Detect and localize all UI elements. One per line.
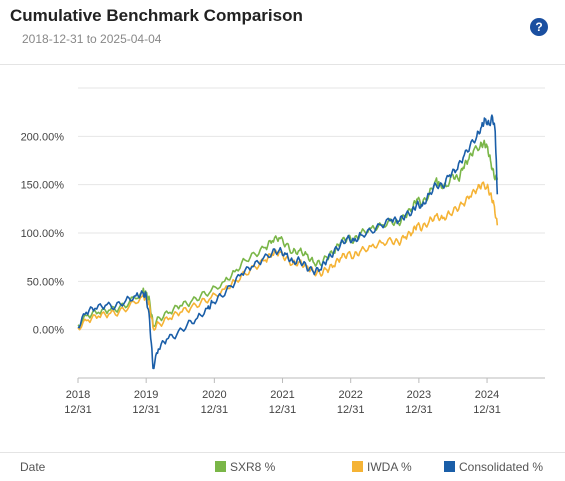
x-tick-date: 12/31 xyxy=(473,404,501,416)
legend-title: Date xyxy=(20,460,46,474)
x-tick-year: 2024 xyxy=(475,389,499,401)
legend-swatch xyxy=(352,461,363,472)
legend-item-sxr8[interactable]: SXR8 % xyxy=(215,460,275,474)
x-tick-year: 2020 xyxy=(202,389,226,401)
x-tick-date: 12/31 xyxy=(269,404,297,416)
help-icon[interactable]: ? xyxy=(530,18,548,36)
line-chart: 0.00% 50.00% 100.00% 150.00% 200.00% 2018 12/… xyxy=(21,87,545,416)
x-tick-year: 2021 xyxy=(270,389,294,401)
legend-label: SXR8 % xyxy=(230,460,276,474)
x-axis: 2018 12/31 2019 12/31 2020 12/31 2021 12/31 2022… xyxy=(64,377,545,416)
chart-title: Cumulative Benchmark Comparison xyxy=(10,6,303,25)
legend-label: IWDA % xyxy=(367,460,412,474)
y-tick-label: 100.00% xyxy=(21,228,65,240)
header-divider xyxy=(0,64,565,65)
date-range-subtitle: 2018-12-31 to 2025-04-04 xyxy=(22,32,162,46)
series-line-sxr8 xyxy=(77,139,499,328)
series-line-consolidated xyxy=(77,114,499,370)
legend-swatch xyxy=(215,461,226,472)
legend-swatch xyxy=(444,461,455,472)
y-tick-label: 50.00% xyxy=(27,276,65,288)
legend-item-consolidated[interactable]: Consolidated % xyxy=(444,460,543,474)
x-tick-date: 12/31 xyxy=(337,404,365,416)
x-tick-year: 2022 xyxy=(338,389,362,401)
y-tick-label: 0.00% xyxy=(33,325,64,337)
x-tick-date: 12/31 xyxy=(132,404,160,416)
y-tick-label: 150.00% xyxy=(21,180,65,192)
x-tick-date: 12/31 xyxy=(405,404,433,416)
legend-divider xyxy=(0,452,565,453)
x-tick-year: 2018 xyxy=(66,389,90,401)
chart-grid xyxy=(78,87,545,379)
y-axis: 0.00% 50.00% 100.00% 150.00% 200.00% xyxy=(21,131,65,336)
chart-lines xyxy=(77,114,499,370)
x-tick-date: 12/31 xyxy=(201,404,229,416)
y-tick-label: 200.00% xyxy=(21,131,65,143)
series-line-iwda xyxy=(77,181,499,331)
x-tick-year: 2019 xyxy=(134,389,158,401)
legend-label: Consolidated % xyxy=(459,460,544,474)
x-tick-year: 2023 xyxy=(407,389,431,401)
x-tick-date: 12/31 xyxy=(64,404,92,416)
legend-item-iwda[interactable]: IWDA % xyxy=(352,460,412,474)
